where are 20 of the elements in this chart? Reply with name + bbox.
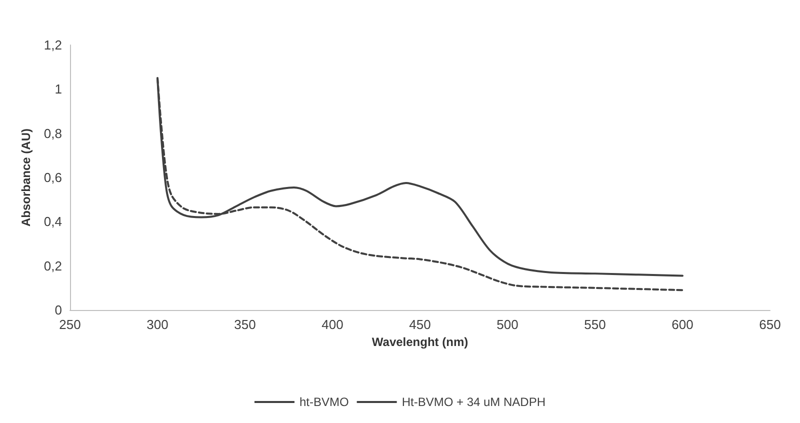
x-axis-title: Wavelenght (nm) xyxy=(372,335,468,349)
y-tick-label: 0,2 xyxy=(44,258,62,274)
x-tick-label: 300 xyxy=(146,317,168,332)
y-tick-label: 0,8 xyxy=(44,126,62,141)
x-tick-label: 400 xyxy=(322,317,344,332)
y-axis-title: Absorbance (AU) xyxy=(19,128,33,227)
legend-label: ht-BVMO xyxy=(299,395,349,409)
y-tick-label: 0,6 xyxy=(44,170,62,185)
x-tick-label: 450 xyxy=(409,317,431,332)
y-tick-label: 1 xyxy=(54,82,62,97)
x-tick-label: 650 xyxy=(759,317,781,332)
x-tick-label: 550 xyxy=(584,317,606,332)
y-tick-label: 0 xyxy=(54,302,62,318)
legend-label: Ht-BVMO + 34 uM NADPH xyxy=(402,395,546,409)
x-tick-label: 500 xyxy=(496,317,518,332)
x-tick-label: 350 xyxy=(234,317,256,332)
y-tick-label: 1,2 xyxy=(44,38,62,52)
y-tick-label: 0,4 xyxy=(44,214,62,230)
x-tick-label: 250 xyxy=(59,317,81,332)
x-tick-label: 600 xyxy=(672,317,694,332)
